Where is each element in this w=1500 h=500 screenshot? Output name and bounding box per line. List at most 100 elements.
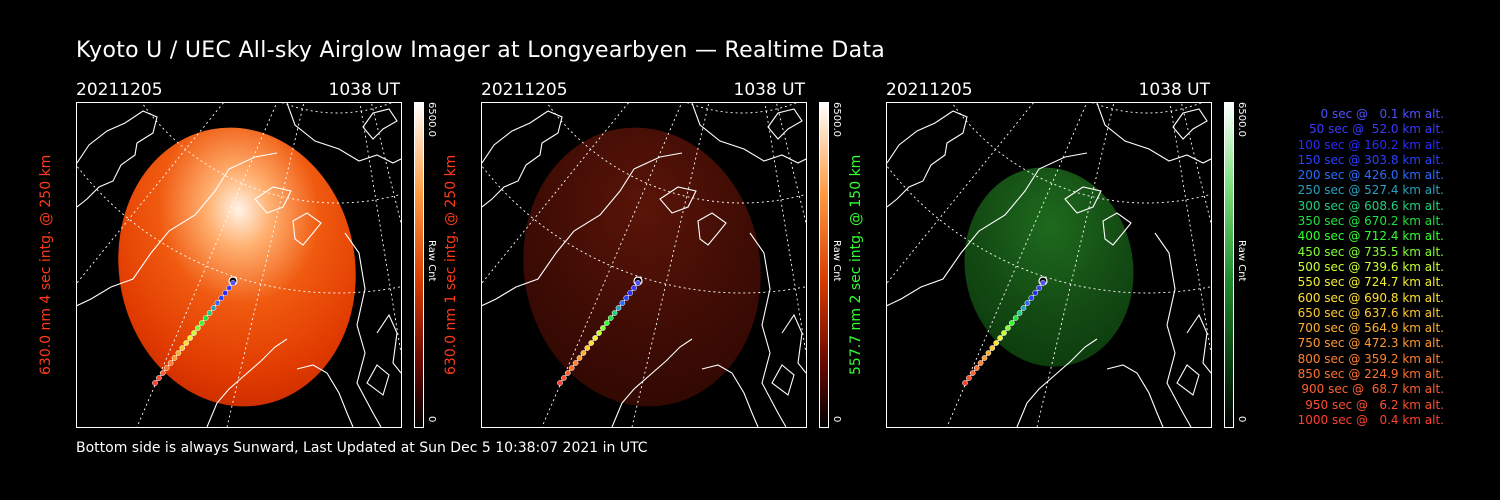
trajectory-dot	[198, 320, 205, 326]
coastline	[482, 110, 563, 208]
trajectory-dot	[1008, 320, 1015, 326]
coastline	[292, 212, 322, 246]
coastline	[659, 186, 697, 214]
coastline	[206, 338, 288, 427]
coastline	[1064, 186, 1102, 214]
legend-entry: 700 sec @ 564.9 km alt.	[1297, 321, 1444, 336]
trajectory-dot	[156, 375, 162, 381]
trajectory-legend: 0 sec @ 0.1 km alt. 50 sec @ 52.0 km alt.…	[1262, 107, 1444, 428]
trajectory-dot	[588, 340, 595, 346]
coastline	[1102, 212, 1132, 246]
trajectory-dot	[561, 375, 567, 381]
trajectory-dot	[1001, 330, 1007, 336]
allsky-image	[481, 102, 807, 428]
trajectory-dot	[985, 350, 992, 356]
legend-entry: 600 sec @ 690.8 km alt.	[1297, 290, 1444, 305]
panel-time: 1038 UT	[328, 80, 401, 100]
colorbar-unit-label: Raw Cnt	[426, 240, 437, 282]
trajectory-dot	[1040, 280, 1046, 286]
colorbar-max-label: 6500.0	[426, 102, 437, 137]
meridian-line	[1169, 103, 1211, 354]
latitude-circle	[546, 103, 806, 204]
coastline	[771, 364, 795, 396]
meridian-line	[370, 103, 401, 224]
legend-entry: 350 sec @ 670.2 km alt.	[1297, 214, 1444, 229]
trajectory-dot	[187, 335, 193, 341]
panel-630nm-4sec: 20211205 1038 UT 630.0 nm 4 sec intg. @ …	[38, 80, 476, 430]
legend-entry: 150 sec @ 303.8 km alt.	[1297, 152, 1444, 167]
legend-entry: 250 sec @ 527.4 km alt.	[1297, 183, 1444, 198]
trajectory-dot	[171, 355, 178, 361]
meridian-line	[1180, 103, 1211, 224]
trajectory-dot	[191, 330, 197, 336]
coastline	[691, 103, 806, 164]
coastline	[767, 108, 803, 140]
coastline	[781, 313, 806, 374]
trajectory-dot	[592, 335, 598, 341]
coastline	[296, 364, 354, 427]
colorbar	[819, 102, 829, 428]
meridian-line	[887, 103, 1034, 284]
trajectory-dot	[584, 345, 591, 351]
trajectory-dot	[619, 300, 626, 306]
meridian-line	[541, 103, 683, 427]
legend-entry: 50 sec @ 52.0 km alt.	[1309, 122, 1444, 137]
trajectory-dot	[206, 310, 213, 316]
coastline	[1096, 103, 1211, 164]
trajectory-dot	[607, 315, 614, 321]
coastline	[887, 152, 1088, 307]
coastline	[344, 232, 382, 427]
latitude-circle	[1091, 103, 1203, 114]
trajectory-dot	[230, 280, 236, 286]
trajectory-dot	[969, 370, 976, 376]
panel-date: 20211205	[481, 80, 568, 100]
footer-note: Bottom side is always Sunward, Last Upda…	[76, 440, 648, 456]
coastline	[1154, 232, 1192, 427]
coastline	[254, 186, 292, 214]
panel-time: 1038 UT	[733, 80, 806, 100]
trajectory-dot	[226, 285, 232, 291]
allsky-image	[76, 102, 402, 428]
legend-entry: 750 sec @ 472.3 km alt.	[1297, 336, 1444, 351]
trajectory-dot	[564, 370, 571, 376]
legend-entry: 0 sec @ 0.1 km alt.	[1320, 107, 1445, 121]
trajectory-dot	[1036, 285, 1042, 291]
colorbar-unit-label: Raw Cnt	[831, 240, 842, 282]
legend-entry: 850 sec @ 224.9 km alt.	[1297, 367, 1444, 382]
coastline	[1186, 313, 1211, 374]
trajectory-dot	[159, 370, 166, 376]
trajectory-dot	[568, 365, 575, 371]
trajectory-dot	[615, 305, 622, 311]
trajectory-dot	[1012, 315, 1019, 321]
colorbar-min-label: 0	[1236, 416, 1247, 423]
trajectory-dot	[214, 300, 221, 306]
trajectory-dot	[1016, 310, 1023, 316]
page-title: Kyoto U / UEC All-sky Airglow Imager at …	[76, 38, 886, 63]
trajectory-dot	[997, 335, 1003, 341]
meridian-line	[136, 103, 278, 427]
trajectory-dot	[627, 290, 634, 296]
trajectory-dot	[572, 360, 579, 366]
legend-entry: 900 sec @ 68.7 km alt.	[1301, 382, 1444, 397]
trajectory-dot	[179, 345, 186, 351]
trajectory-dot	[635, 280, 641, 286]
trajectory-dot	[631, 285, 637, 291]
trajectory-dot	[167, 360, 174, 366]
trajectory-dot	[580, 350, 587, 356]
legend-entry: 800 sec @ 359.2 km alt.	[1297, 351, 1444, 366]
legend-entry: 650 sec @ 637.6 km alt.	[1297, 305, 1444, 320]
trajectory-dot	[175, 350, 182, 356]
trajectory-dot	[611, 310, 618, 316]
legend-entry: 100 sec @ 160.2 km alt.	[1297, 137, 1444, 152]
panel-date: 20211205	[76, 80, 163, 100]
panel-date: 20211205	[886, 80, 973, 100]
legend-entry: 950 sec @ 6.2 km alt.	[1305, 397, 1444, 412]
colorbar-max-label: 6500.0	[1236, 102, 1247, 137]
coastline	[376, 313, 401, 374]
colorbar	[1224, 102, 1234, 428]
coastline	[1172, 108, 1208, 140]
coastline	[286, 103, 401, 164]
coastline	[697, 212, 727, 246]
airglow-disk	[118, 127, 356, 407]
trajectory-dot	[973, 365, 980, 371]
